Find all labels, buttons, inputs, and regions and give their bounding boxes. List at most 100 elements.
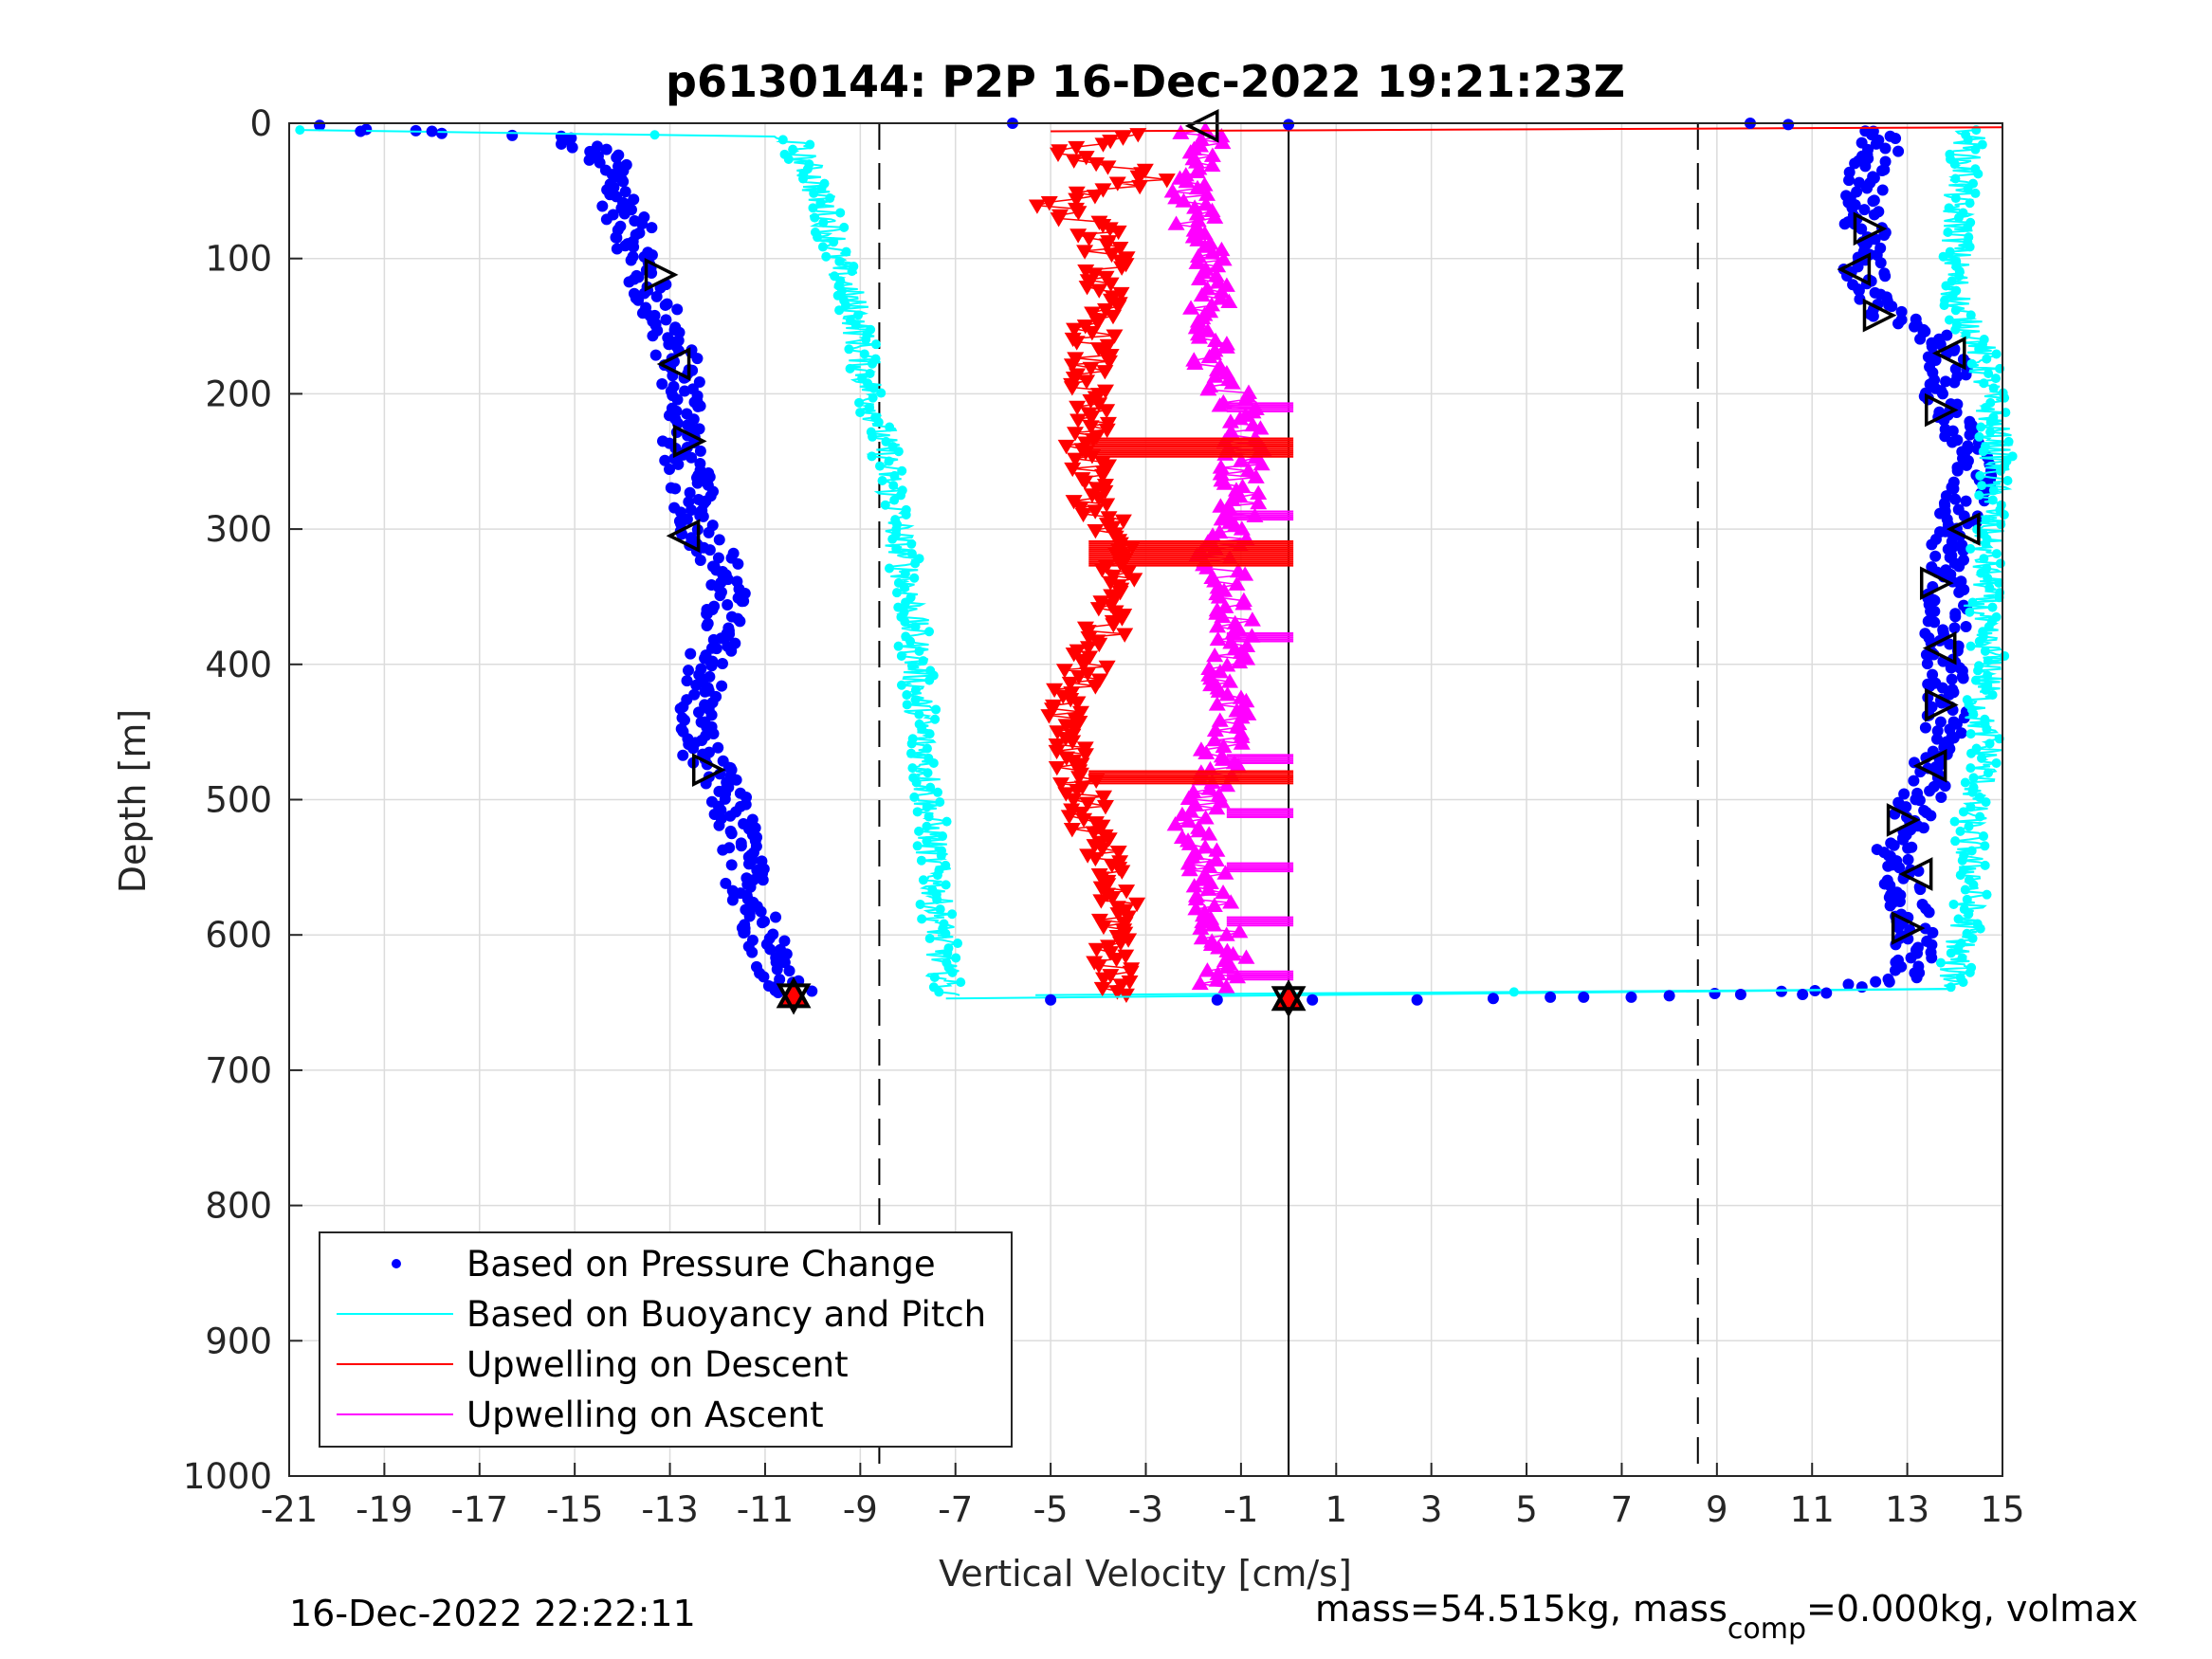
upwelling-descent-point — [1057, 439, 1075, 455]
pressure-change-point — [596, 200, 609, 212]
upwelling-ascent-point — [1228, 575, 1246, 591]
upwelling-descent-point — [1094, 183, 1112, 198]
buoyancy-pitch-point — [1944, 203, 1954, 213]
upwelling-ascent-point — [1233, 735, 1251, 750]
buoyancy-pitch-point — [900, 616, 910, 627]
x-ticks: -21 -19 -17 -15 -13 -11 -9 -7 -5 -3 -1 1 3 5 7 9 11 13 15 — [261, 1463, 2025, 1530]
upwelling-ascent-point — [1221, 413, 1239, 428]
pressure-change-point — [1934, 338, 1947, 351]
pressure-change-point — [1886, 301, 1898, 313]
upwelling-ascent-point — [1199, 381, 1217, 396]
y-tick-label: 0 — [249, 103, 272, 144]
buoyancy-pitch-point — [1978, 447, 1988, 457]
pressure-change-point — [1926, 538, 1938, 551]
buoyancy-pitch-point — [783, 154, 794, 164]
pressure-change-point — [692, 706, 704, 719]
pressure-change-point — [623, 276, 635, 288]
buoyancy-pitch-point — [1979, 554, 1989, 564]
buoyancy-pitch-point — [935, 797, 945, 808]
upwelling-descent-point — [1098, 423, 1116, 439]
pressure-change-point — [1957, 672, 1969, 684]
buoyancy-pitch-point — [1935, 957, 1946, 968]
ascent-triangle-marker — [1924, 392, 1959, 428]
pressure-change-point — [703, 526, 715, 538]
upwelling-ascent-point — [1237, 949, 1255, 964]
pressure-change-point — [687, 742, 700, 755]
legend-swatch-dot — [392, 1259, 401, 1268]
buoyancy-pitch-point — [1991, 349, 2002, 359]
pressure-change-point — [1948, 622, 1961, 634]
buoyancy-pitch-point — [1966, 748, 1977, 758]
pressure-change-point — [679, 385, 691, 397]
pressure-change-point — [1867, 310, 1879, 322]
upwelling-ascent-point — [1231, 653, 1249, 669]
buoyancy-pitch-point — [1954, 271, 1965, 282]
pressure-change-point — [1936, 388, 1948, 400]
buoyancy-pitch-point — [1958, 977, 1968, 988]
pressure-change-point — [1909, 320, 1921, 333]
ascent-triangle-marker — [1837, 252, 1872, 286]
buoyancy-pitch-point — [1988, 485, 1999, 496]
buoyancy-pitch-point — [810, 212, 820, 223]
pressure-change-point — [1883, 975, 1895, 988]
pressure-change-point — [1856, 981, 1868, 994]
upwelling-ascent-point — [1175, 192, 1193, 208]
pressure-change-point — [712, 552, 724, 564]
x-tick-label: -11 — [737, 1489, 794, 1530]
pressure-change-point — [713, 819, 725, 831]
upwelling-descent-point — [1111, 241, 1129, 257]
buoyancy-pitch-point — [1965, 607, 1975, 617]
buoyancy-pitch-point — [868, 383, 879, 393]
upwelling-ascent-point — [1208, 696, 1226, 711]
buoyancy-pitch-point — [1946, 948, 1956, 958]
buoyancy-pitch-point — [1979, 378, 1989, 389]
buoyancy-pitch-point — [1983, 368, 1994, 378]
pressure-change-point — [1948, 376, 1961, 389]
pressure-change-point — [705, 660, 718, 672]
pressure-change-point — [722, 599, 734, 611]
pressure-change-point — [611, 152, 623, 164]
buoyancy-pitch-point — [1975, 470, 1985, 481]
pressure-change-point — [742, 858, 755, 870]
upwelling-ascent-point — [1178, 173, 1196, 189]
buoyancy-pitch-point — [1949, 816, 1960, 827]
upwelling-ascent-point — [1191, 975, 1209, 991]
descent-triangle-marker — [656, 347, 691, 381]
ascent-triangle-marker — [1891, 911, 1926, 945]
pressure-change-point — [1958, 712, 1970, 724]
buoyancy-pitch-point — [1955, 870, 1965, 881]
pressure-change-point — [730, 774, 742, 786]
pressure-change-point — [1879, 142, 1892, 155]
pressure-change-point — [713, 534, 725, 546]
upwelling-ascent-point — [1221, 673, 1239, 688]
pressure-change-point — [1859, 160, 1872, 173]
upwelling-ascent-point — [1216, 865, 1234, 880]
buoyancy-pitch-point — [1976, 422, 1986, 432]
pressure-change-point — [1884, 900, 1896, 912]
spike-segments — [355, 118, 2003, 1006]
buoyancy-pitch-point — [1966, 358, 1977, 369]
pressure-change-point — [770, 911, 782, 923]
upwelling-descent-point — [1069, 206, 1088, 221]
buoyancy-pitch-point — [1966, 846, 1977, 856]
pressure-change-point — [1842, 978, 1855, 991]
upwelling-descent-point — [1094, 137, 1112, 153]
buoyancy-pitch-point — [923, 768, 933, 778]
y-tick-label: 300 — [205, 509, 272, 550]
buoyancy-pitch-point — [924, 627, 935, 637]
upwelling-descent-point — [1063, 823, 1081, 838]
buoyancy-pitch-point — [861, 335, 871, 345]
ascent-triangle-marker — [1924, 687, 1959, 722]
buoyancy-pitch-point — [1981, 538, 1991, 549]
pressure-change-point — [1953, 586, 1965, 598]
upwelling-ascent-point — [1193, 286, 1211, 302]
upwelling-ascent-point — [1203, 245, 1221, 260]
buoyancy-pitch-point — [1950, 836, 1961, 847]
buoyancy-pitch-point — [1983, 573, 1993, 583]
pressure-change-point — [705, 709, 718, 721]
transition-line — [945, 988, 1955, 1000]
pressure-change-point — [1902, 853, 1914, 866]
buoyancy-pitch-point — [1965, 763, 1976, 774]
upwelling-ascent-point — [1192, 131, 1210, 146]
pressure-change-point — [1964, 428, 1976, 441]
